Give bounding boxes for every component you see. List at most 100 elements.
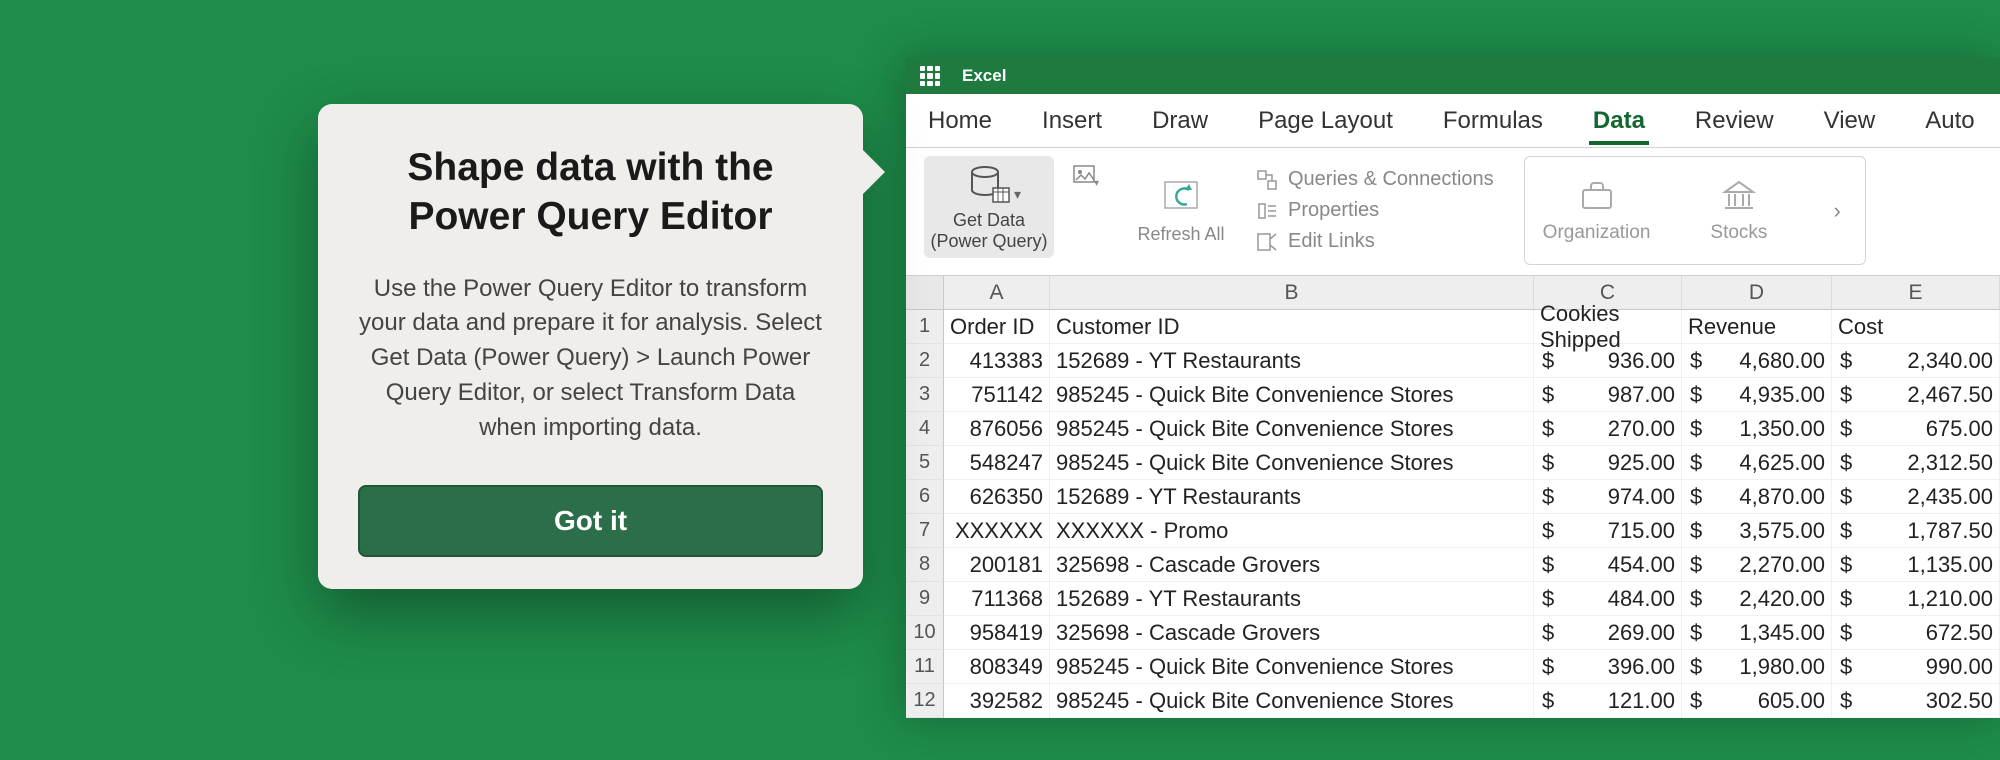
cell[interactable]: $396.00	[1534, 650, 1682, 684]
cell[interactable]: $1,350.00	[1682, 412, 1832, 446]
cell[interactable]: 958419	[944, 616, 1050, 650]
cell[interactable]: $2,340.00	[1832, 344, 2000, 378]
row-header[interactable]: 11	[906, 650, 944, 684]
cell[interactable]: 152689 - YT Restaurants	[1050, 480, 1534, 514]
cell[interactable]: $269.00	[1534, 616, 1682, 650]
cell[interactable]: $1,135.00	[1832, 548, 2000, 582]
cell[interactable]: Order ID	[944, 310, 1050, 344]
cell[interactable]: $936.00	[1534, 344, 1682, 378]
cell[interactable]: 152689 - YT Restaurants	[1050, 582, 1534, 616]
cell[interactable]: Customer ID	[1050, 310, 1534, 344]
cell[interactable]: $1,210.00	[1832, 582, 2000, 616]
cell[interactable]: 325698 - Cascade Grovers	[1050, 616, 1534, 650]
cell[interactable]: 413383	[944, 344, 1050, 378]
from-picture-button[interactable]: ▾	[1066, 156, 1106, 196]
cell[interactable]: $605.00	[1682, 684, 1832, 718]
col-header-E[interactable]: E	[1832, 276, 2000, 310]
cell[interactable]: $925.00	[1534, 446, 1682, 480]
cell[interactable]: $4,625.00	[1682, 446, 1832, 480]
cell[interactable]: $2,467.50	[1832, 378, 2000, 412]
cell[interactable]: $2,312.50	[1832, 446, 2000, 480]
tab-data[interactable]: Data	[1589, 97, 1649, 145]
cell[interactable]: 751142	[944, 378, 1050, 412]
row-header[interactable]: 9	[906, 582, 944, 616]
row-header[interactable]: 7	[906, 514, 944, 548]
data-type-stocks[interactable]: Stocks	[1710, 178, 1767, 244]
refresh-all-button[interactable]: Refresh All	[1136, 176, 1226, 245]
cell[interactable]: $1,345.00	[1682, 616, 1832, 650]
cell[interactable]: $2,435.00	[1832, 480, 2000, 514]
cell[interactable]: $4,935.00	[1682, 378, 1832, 412]
cell[interactable]: $715.00	[1534, 514, 1682, 548]
cell[interactable]: $484.00	[1534, 582, 1682, 616]
cell[interactable]: $675.00	[1832, 412, 2000, 446]
cell[interactable]: $121.00	[1534, 684, 1682, 718]
got-it-button[interactable]: Got it	[358, 485, 823, 557]
properties-button[interactable]: Properties	[1256, 199, 1494, 222]
cell[interactable]: XXXXXX - Promo	[1050, 514, 1534, 548]
cell[interactable]: $1,787.50	[1832, 514, 2000, 548]
cell[interactable]: $2,420.00	[1682, 582, 1832, 616]
cell[interactable]: Cost	[1832, 310, 2000, 344]
cell[interactable]: 711368	[944, 582, 1050, 616]
app-launcher-icon[interactable]	[920, 66, 940, 86]
queries-connections-button[interactable]: Queries & Connections	[1256, 168, 1494, 191]
cell[interactable]: $672.50	[1832, 616, 2000, 650]
row-header[interactable]: 10	[906, 616, 944, 650]
get-data-button[interactable]: ▾ Get Data (Power Query)	[924, 156, 1054, 258]
cell[interactable]: $270.00	[1534, 412, 1682, 446]
cell[interactable]: $454.00	[1534, 548, 1682, 582]
cell[interactable]: $302.50	[1832, 684, 2000, 718]
cell[interactable]: $2,270.00	[1682, 548, 1832, 582]
col-header-A[interactable]: A	[944, 276, 1050, 310]
row-header[interactable]: 12	[906, 684, 944, 718]
tab-insert[interactable]: Insert	[1038, 97, 1106, 145]
cell[interactable]: 985245 - Quick Bite Convenience Stores	[1050, 650, 1534, 684]
row-header[interactable]: 3	[906, 378, 944, 412]
data-type-organization[interactable]: Organization	[1543, 178, 1651, 244]
cell[interactable]: 808349	[944, 650, 1050, 684]
row-header[interactable]: 2	[906, 344, 944, 378]
cell[interactable]: $4,680.00	[1682, 344, 1832, 378]
cell[interactable]: 325698 - Cascade Grovers	[1050, 548, 1534, 582]
spreadsheet-grid[interactable]: 1 2 3 4 5 6 7 8 9 10 11 12 A B C D E Ord…	[906, 276, 2000, 718]
row-header[interactable]: 4	[906, 412, 944, 446]
row-header[interactable]: 6	[906, 480, 944, 514]
tab-home[interactable]: Home	[924, 97, 996, 145]
tab-review[interactable]: Review	[1691, 97, 1778, 145]
cell[interactable]: 152689 - YT Restaurants	[1050, 344, 1534, 378]
cell[interactable]: 985245 - Quick Bite Convenience Stores	[1050, 684, 1534, 718]
row-header[interactable]: 1	[906, 310, 944, 344]
cell[interactable]: $990.00	[1832, 650, 2000, 684]
cell[interactable]: 876056	[944, 412, 1050, 446]
tab-automate[interactable]: Auto	[1921, 97, 1978, 145]
cell[interactable]: XXXXXX	[944, 514, 1050, 548]
col-header-B[interactable]: B	[1050, 276, 1534, 310]
cell[interactable]: $974.00	[1534, 480, 1682, 514]
row-header[interactable]: 8	[906, 548, 944, 582]
tab-formulas[interactable]: Formulas	[1439, 97, 1547, 145]
tab-draw[interactable]: Draw	[1148, 97, 1212, 145]
cell[interactable]: 200181	[944, 548, 1050, 582]
cell[interactable]: $3,575.00	[1682, 514, 1832, 548]
tab-page-layout[interactable]: Page Layout	[1254, 97, 1397, 145]
data-types-gallery[interactable]: Organization Stocks ›	[1524, 156, 1866, 265]
edit-links-button[interactable]: Edit Links	[1256, 230, 1494, 253]
col-header-D[interactable]: D	[1682, 276, 1832, 310]
bank-icon	[1721, 178, 1757, 214]
cell[interactable]: 985245 - Quick Bite Convenience Stores	[1050, 446, 1534, 480]
select-all-corner[interactable]	[906, 276, 944, 310]
tab-view[interactable]: View	[1820, 97, 1880, 145]
cell[interactable]: 548247	[944, 446, 1050, 480]
data-types-more[interactable]: ›	[1827, 198, 1846, 224]
cell[interactable]: 985245 - Quick Bite Convenience Stores	[1050, 378, 1534, 412]
cell[interactable]: Cookies Shipped	[1534, 310, 1682, 344]
cell[interactable]: 626350	[944, 480, 1050, 514]
cell[interactable]: 985245 - Quick Bite Convenience Stores	[1050, 412, 1534, 446]
cell[interactable]: $987.00	[1534, 378, 1682, 412]
cell[interactable]: $4,870.00	[1682, 480, 1832, 514]
cell[interactable]: Revenue	[1682, 310, 1832, 344]
cell[interactable]: $1,980.00	[1682, 650, 1832, 684]
cell[interactable]: 392582	[944, 684, 1050, 718]
row-header[interactable]: 5	[906, 446, 944, 480]
